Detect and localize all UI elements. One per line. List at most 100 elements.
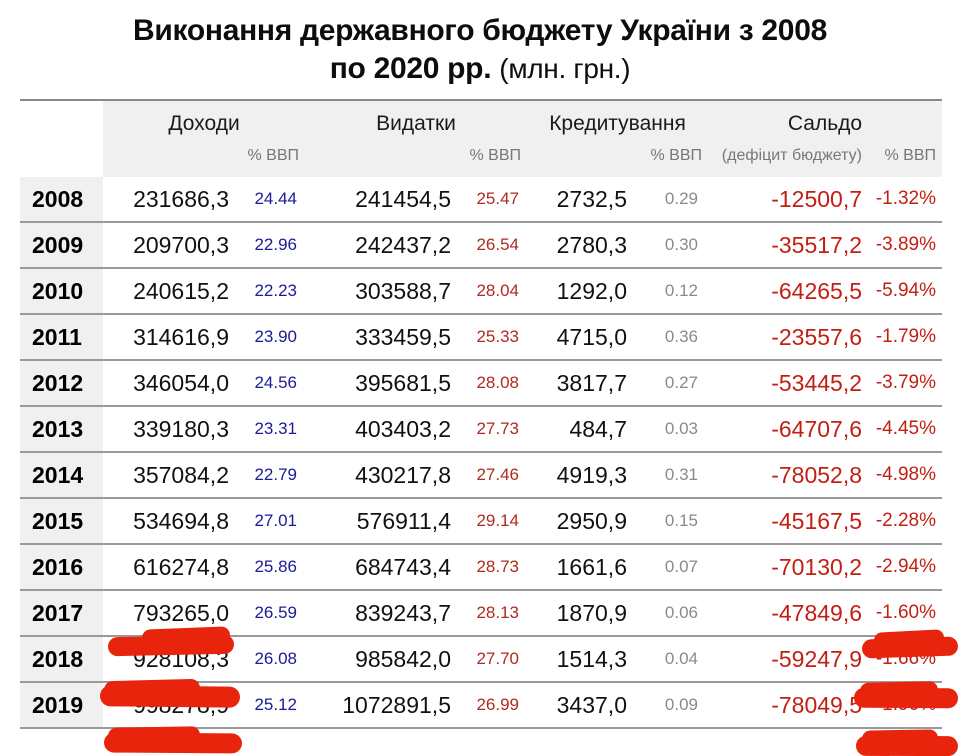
cell-credit: 2780,3 <box>527 222 633 269</box>
table-row: 2014 357084,2 22.79 430217,8 27.46 4919,3 0.31… <box>20 452 943 499</box>
cell-balance: -64265,5 <box>708 268 867 315</box>
cell-balance: -35517,2 <box>708 222 867 269</box>
table-row: 2019 998278,9 25.12 1072891,5 26.99 3437,0 0.0… <box>20 682 943 729</box>
cell-expense: 430217,8 <box>305 452 457 499</box>
cell-expense: 1072891,5 <box>305 682 457 729</box>
header-year <box>20 101 103 141</box>
cell-balance: -64707,6 <box>708 406 867 453</box>
cell-year: 2009 <box>20 222 103 269</box>
marker-underline-balance-pct-2019 <box>855 735 959 756</box>
cell-revenue-pct: 22.79 <box>235 452 305 499</box>
cell-expense: 303588,7 <box>305 268 457 315</box>
cell-balance-pct: -3.89% <box>866 222 943 269</box>
cell-expense: 333459,5 <box>305 314 457 361</box>
cell-year: 2015 <box>20 498 103 545</box>
cell-expense-pct: 27.46 <box>457 452 527 499</box>
page-title: Виконання державного бюджету України з 2… <box>30 0 930 88</box>
cell-revenue-pct: 24.56 <box>235 360 305 407</box>
table-row: 2011 314616,9 23.90 333459,5 25.33 4715,0 0.36… <box>20 314 943 361</box>
budget-table-container: Доходи Видатки Кредитування Сальдо % ВВП… <box>20 99 943 729</box>
cell-year: 2019 <box>20 682 103 729</box>
cell-credit-pct: 0.12 <box>633 268 709 315</box>
cell-balance-pct: -1.79% <box>866 314 943 361</box>
cell-expense: 839243,7 <box>305 590 457 637</box>
cell-expense-pct: 26.99 <box>457 682 527 729</box>
cell-balance: -45167,5 <box>708 498 867 545</box>
table-row: 2010 240615,2 22.23 303588,7 28.04 1292,0 0.12… <box>20 268 943 315</box>
cell-credit: 1514,3 <box>527 636 633 683</box>
header-sub-year <box>20 141 103 177</box>
cell-credit: 3437,0 <box>527 682 633 729</box>
cell-expense-pct: 25.47 <box>457 177 527 223</box>
cell-year: 2018 <box>20 636 103 683</box>
cell-credit-pct: 0.04 <box>633 636 709 683</box>
cell-credit: 484,7 <box>527 406 633 453</box>
marker-underline-balance-pct-2019-stroke2 <box>861 729 939 748</box>
cell-year: 2014 <box>20 452 103 499</box>
cell-balance-pct: -1.66% <box>866 636 943 683</box>
header-expense: Видатки <box>305 101 527 141</box>
cell-credit-pct: 0.03 <box>633 406 709 453</box>
table-row: 2015 534694,8 27.01 576911,4 29.14 2950,9 0.15… <box>20 498 943 545</box>
cell-credit-pct: 0.09 <box>633 682 709 729</box>
cell-revenue: 240615,2 <box>103 268 235 315</box>
cell-expense: 403403,2 <box>305 406 457 453</box>
cell-credit-pct: 0.31 <box>633 452 709 499</box>
header-row-primary: Доходи Видатки Кредитування Сальдо <box>20 101 943 141</box>
cell-balance: -53445,2 <box>708 360 867 407</box>
cell-expense-pct: 26.54 <box>457 222 527 269</box>
cell-balance-pct: -4.98% <box>866 452 943 499</box>
cell-expense-pct: 27.70 <box>457 636 527 683</box>
cell-year: 2012 <box>20 360 103 407</box>
cell-balance-pct: -3.79% <box>866 360 943 407</box>
header-sub-revenue-pct: % ВВП <box>235 141 305 177</box>
cell-credit: 1292,0 <box>527 268 633 315</box>
cell-credit-pct: 0.29 <box>633 177 709 223</box>
cell-revenue: 998278,9 <box>103 682 235 729</box>
cell-credit: 4715,0 <box>527 314 633 361</box>
cell-balance-pct: -2.94% <box>866 544 943 591</box>
cell-revenue-pct: 23.31 <box>235 406 305 453</box>
cell-revenue: 928108,3 <box>103 636 235 683</box>
title-unit: (млн. грн.) <box>499 53 631 84</box>
header-sub-balance-note: (дефіцит бюджету) <box>708 141 867 177</box>
header-credit: Кредитування <box>527 101 709 141</box>
header-sub-credit-blank <box>527 141 633 177</box>
table-row: 2016 616274,8 25.86 684743,4 28.73 1661,6 0.07… <box>20 544 943 591</box>
cell-balance: -12500,7 <box>708 177 867 223</box>
cell-balance-pct: -1.32% <box>866 177 943 223</box>
title-line-2: по 2020 рр. (млн. грн.) <box>30 50 930 88</box>
cell-expense-pct: 28.04 <box>457 268 527 315</box>
cell-year: 2013 <box>20 406 103 453</box>
cell-balance: -70130,2 <box>708 544 867 591</box>
header-sub-expense-blank <box>305 141 457 177</box>
cell-expense: 576911,4 <box>305 498 457 545</box>
cell-expense: 242437,2 <box>305 222 457 269</box>
table-header: Доходи Видатки Кредитування Сальдо % ВВП… <box>20 101 943 177</box>
cell-credit-pct: 0.30 <box>633 222 709 269</box>
table-body: 2008 231686,3 24.44 241454,5 25.47 2732,5 0.29… <box>20 177 943 729</box>
cell-revenue-pct: 23.90 <box>235 314 305 361</box>
cell-year: 2017 <box>20 590 103 637</box>
cell-balance: -59247,9 <box>708 636 867 683</box>
cell-balance-pct: -1.96% <box>866 682 943 729</box>
cell-expense-pct: 28.73 <box>457 544 527 591</box>
cell-balance: -78052,8 <box>708 452 867 499</box>
cell-balance-pct: -5.94% <box>866 268 943 315</box>
cell-year: 2016 <box>20 544 103 591</box>
cell-revenue-pct: 22.96 <box>235 222 305 269</box>
header-sub-balance-pct: % ВВП <box>866 141 943 177</box>
table-row: 2009 209700,3 22.96 242437,2 26.54 2780,3 0.30… <box>20 222 943 269</box>
title-period: по 2020 рр. <box>329 52 492 85</box>
cell-credit-pct: 0.27 <box>633 360 709 407</box>
header-row-secondary: % ВВП % ВВП % ВВП (дефіцит бюджету) % ВВ… <box>20 141 943 177</box>
cell-revenue: 793265,0 <box>103 590 235 637</box>
cell-balance: -78049,5 <box>708 682 867 729</box>
cell-credit: 4919,3 <box>527 452 633 499</box>
cell-balance: -23557,6 <box>708 314 867 361</box>
cell-revenue-pct: 25.12 <box>235 682 305 729</box>
cell-expense-pct: 25.33 <box>457 314 527 361</box>
cell-credit-pct: 0.07 <box>633 544 709 591</box>
cell-credit: 2732,5 <box>527 177 633 223</box>
marker-underline-revenue-2019 <box>103 732 243 754</box>
